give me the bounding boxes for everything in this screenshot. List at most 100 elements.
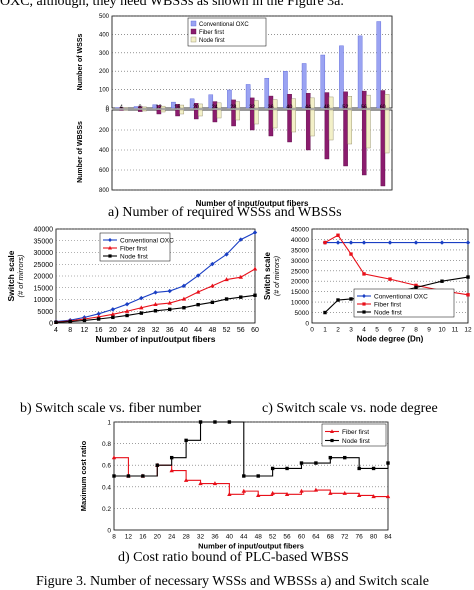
x-tick-label: 36 bbox=[166, 327, 174, 334]
series-line bbox=[114, 457, 388, 498]
legend: Fiber first Node first bbox=[321, 423, 387, 447]
y-tick-label: 200 bbox=[99, 128, 110, 134]
legend-marker bbox=[108, 254, 112, 258]
bar-top bbox=[283, 71, 288, 109]
x-tick-label: 11 bbox=[452, 327, 459, 334]
data-point bbox=[270, 490, 275, 495]
data-point bbox=[413, 240, 419, 245]
data-point bbox=[385, 494, 391, 499]
y-tick-label: 0.2 bbox=[102, 506, 111, 513]
data-point bbox=[242, 474, 246, 478]
x-tick-label: 7 bbox=[401, 327, 405, 334]
y-tick-label: 100 bbox=[99, 88, 110, 94]
data-point bbox=[299, 488, 304, 493]
data-point bbox=[328, 455, 333, 460]
data-point bbox=[167, 288, 172, 294]
x-tick-label: 28 bbox=[182, 534, 190, 541]
data-point bbox=[466, 275, 470, 279]
data-point bbox=[111, 315, 115, 320]
bar-top bbox=[384, 93, 390, 109]
x-tick-label: 8 bbox=[68, 327, 72, 334]
x-tick-label: 12 bbox=[81, 327, 89, 334]
bar-bottom bbox=[324, 109, 330, 160]
data-point bbox=[371, 494, 376, 499]
bar-top bbox=[339, 45, 344, 109]
data-point bbox=[387, 240, 393, 245]
legend-box bbox=[187, 17, 267, 47]
y-axis-label: Maximum cost ratio bbox=[79, 440, 88, 511]
legend-label: Conventional OXC bbox=[199, 22, 249, 28]
data-point bbox=[361, 240, 367, 245]
y-tick-label: 0.8 bbox=[102, 441, 111, 448]
data-point bbox=[414, 283, 418, 288]
data-point bbox=[181, 296, 187, 301]
y-axis-label: Switch scale bbox=[6, 250, 16, 301]
bar-top bbox=[310, 97, 315, 109]
data-point bbox=[124, 302, 130, 307]
y-tick-label: 30000 bbox=[291, 258, 309, 265]
x-tick-label: 12 bbox=[464, 327, 472, 334]
data-point bbox=[168, 307, 172, 312]
data-point bbox=[466, 293, 470, 297]
y-tick-label: 5000 bbox=[295, 310, 310, 317]
x-tick-label: 40 bbox=[180, 327, 188, 334]
x-tick-label: 60 bbox=[251, 327, 259, 334]
bar-top bbox=[366, 94, 371, 109]
x-tick-label: 4 bbox=[54, 327, 58, 334]
y-tick-label: 1 bbox=[107, 420, 111, 427]
legend-marker bbox=[330, 429, 334, 433]
data-point bbox=[439, 240, 445, 245]
data-point bbox=[224, 277, 229, 282]
x-tick-label: 44 bbox=[305, 105, 311, 111]
bar-top bbox=[264, 77, 270, 109]
legend-swatch bbox=[190, 28, 197, 35]
data-point bbox=[111, 455, 117, 460]
x-tick-label: 8 bbox=[112, 534, 116, 541]
bar-bottom bbox=[156, 109, 162, 115]
data-point bbox=[299, 461, 304, 465]
bar-top bbox=[357, 35, 363, 109]
y-axis-label-bottom: Number of WBSSs bbox=[77, 121, 84, 183]
x-axis-label: Node degree (Dn) bbox=[357, 335, 424, 344]
x-tick-label: 5 bbox=[375, 327, 379, 334]
paper-body-text: OXC, although, they need WBSSs as shown … bbox=[0, 0, 344, 9]
bar-top bbox=[160, 105, 166, 109]
x-tick-label: 44 bbox=[194, 327, 202, 334]
y-tick-label: 600 bbox=[99, 168, 110, 174]
legend-label: Conventional OXC bbox=[374, 294, 428, 301]
caption-a: a) Number of required WSSs and WBSSs bbox=[108, 205, 342, 220]
y-tick-label: 10000 bbox=[34, 297, 54, 304]
x-tick-label: 24 bbox=[212, 105, 218, 111]
data-point bbox=[270, 466, 275, 471]
data-point bbox=[349, 252, 353, 256]
x-tick-label: 12 bbox=[125, 534, 133, 541]
y-tick-label: 0 bbox=[106, 106, 110, 112]
data-point bbox=[210, 283, 215, 288]
data-point bbox=[238, 274, 243, 279]
data-point bbox=[198, 481, 203, 486]
bar-bottom bbox=[310, 109, 315, 137]
data-point bbox=[362, 272, 366, 276]
data-point bbox=[386, 461, 390, 465]
data-point bbox=[357, 466, 361, 471]
data-point bbox=[139, 311, 143, 315]
data-point bbox=[213, 420, 217, 424]
legend-marker bbox=[330, 438, 334, 443]
bar-top bbox=[245, 84, 251, 109]
y-tick-label: 200 bbox=[99, 69, 110, 75]
y-tick-label: 0 bbox=[107, 528, 111, 535]
bar-bottom bbox=[384, 109, 390, 154]
bar-bottom bbox=[347, 109, 353, 145]
x-tick-label: 52 bbox=[223, 327, 231, 334]
data-point bbox=[126, 474, 131, 478]
bar-top bbox=[227, 89, 232, 109]
x-tick-label: 36 bbox=[211, 534, 219, 541]
bar-bottom bbox=[193, 109, 199, 120]
chart-d-svg: 0 0.2 0.4 0.6 0.8 1 8 12 16 20 24 28 32 36 40 44 48 52 56 6… bbox=[79, 420, 392, 551]
legend-label: Node first bbox=[199, 38, 225, 44]
bar-top bbox=[216, 102, 222, 109]
chart-c-svg: 0 5000 10000 15000 20000 25000 30000 35000 40000… bbox=[263, 227, 472, 344]
data-point bbox=[124, 308, 130, 313]
x-tick-label: 1 bbox=[323, 327, 327, 334]
caption-b: b) Switch scale vs. fiber number bbox=[20, 401, 202, 416]
